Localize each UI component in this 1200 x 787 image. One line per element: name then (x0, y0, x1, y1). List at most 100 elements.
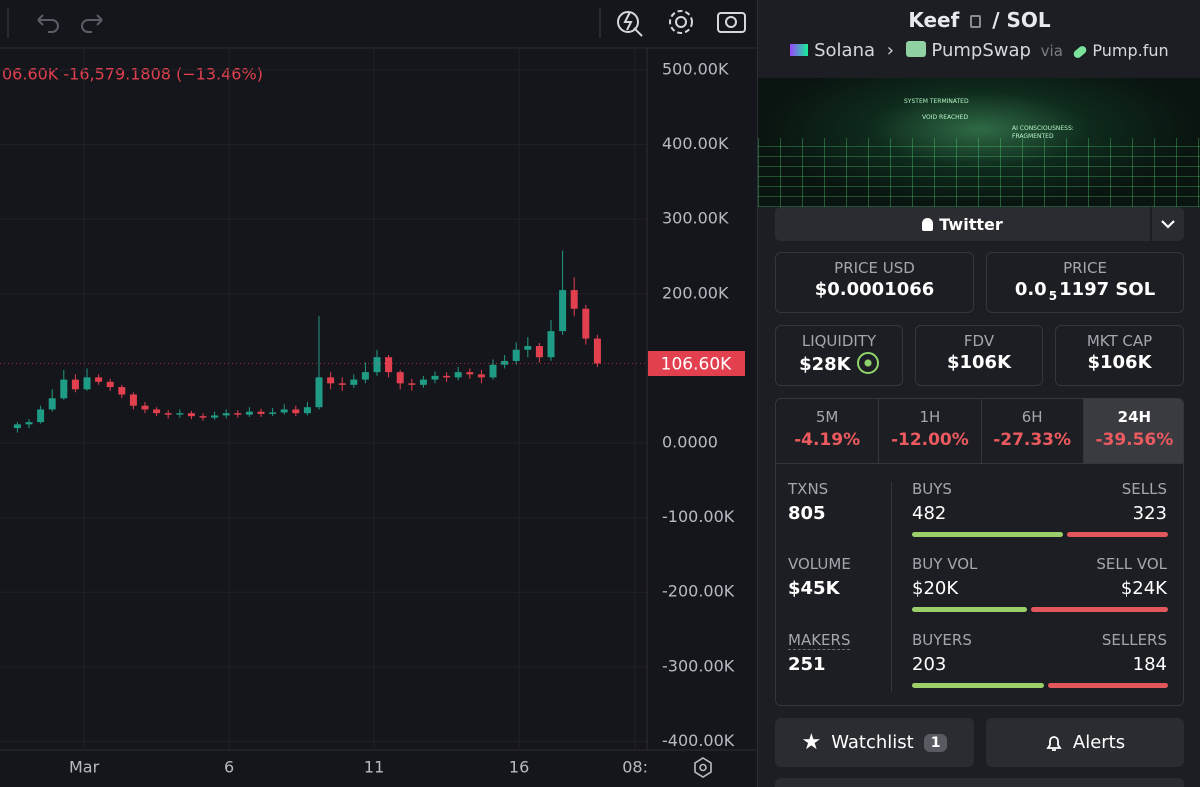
candle-body (25, 422, 33, 425)
stats-divider (891, 482, 892, 692)
metric-label: LIQUIDITY (801, 332, 877, 350)
metric-value: $28K (776, 352, 902, 375)
candle-body (338, 383, 346, 385)
timeframe-tab[interactable]: 6H -27.33% (980, 399, 1083, 463)
breadcrumb: Solana › PumpSwap via Pump.fun (758, 40, 1200, 61)
metric-number: $28K (799, 354, 851, 375)
candle-body (315, 377, 323, 408)
timeframe-tab[interactable]: 24H -39.56% (1082, 399, 1183, 463)
twitter-label: Twitter (939, 214, 1003, 234)
y-tick-label: 400.00K (662, 134, 729, 153)
candle-body (234, 413, 242, 415)
settings-icon[interactable] (675, 16, 687, 28)
toolbar-icons (617, 10, 746, 37)
buy-bar (912, 607, 1027, 612)
timeframe-tab[interactable]: 5M -4.19% (776, 399, 878, 463)
candle-body (83, 377, 91, 390)
indicator-icon-detail (623, 11, 643, 37)
candle-body (48, 398, 56, 410)
token-panel: Keef / SOL Solana › PumpSwap via Pump.fu… (757, 0, 1200, 787)
candle-body (118, 387, 126, 395)
candle-body (245, 411, 253, 415)
chart: 06.60K -16,579.1808 (−13.46%) 500.00K 400… (0, 0, 757, 787)
stat-label: TXNS (788, 480, 829, 498)
timeframe-label: 5M (815, 408, 839, 426)
stat-label: BUY VOL (912, 555, 978, 573)
candle-body (13, 424, 21, 429)
grid (0, 48, 647, 750)
timeframe-change: -39.56% (1095, 430, 1174, 450)
stat-label: VOLUME (788, 555, 851, 573)
candle-body (199, 416, 207, 418)
pair-title: Keef / SOL (758, 8, 1200, 32)
stat-value: $45K (788, 578, 840, 599)
y-tick-label: 500.00K (662, 60, 729, 79)
candle-body (582, 308, 590, 339)
candle-body (501, 360, 509, 365)
candle-body (524, 346, 532, 350)
candle-body (489, 364, 497, 378)
candle-body (303, 407, 311, 414)
indicator-icon[interactable] (617, 11, 639, 33)
undo-icon[interactable] (37, 14, 59, 33)
chart-bg (0, 0, 757, 787)
timeframe-change: -27.33% (993, 430, 1072, 450)
metric-value: $106K (1087, 352, 1152, 373)
screenshot-lens (725, 16, 737, 28)
y-tick-label: -400.00K (662, 731, 735, 750)
price-usd-card: PRICE USD $0.0001066 (775, 252, 974, 313)
sell-bar (1066, 532, 1168, 537)
timeframe-label: 24H (1117, 408, 1152, 426)
stat-label: SELL VOL (1096, 555, 1167, 573)
dex-name[interactable]: PumpSwap (931, 40, 1031, 61)
candle-body (327, 377, 335, 384)
y-tick-label: 0.0000 (662, 433, 718, 452)
candle-body (361, 372, 369, 380)
price-usd-value: $0.0001066 (814, 279, 935, 300)
socials-dropdown[interactable] (1152, 207, 1184, 241)
pair-separator: / (992, 8, 1000, 32)
candle-body (71, 379, 79, 390)
axis-settings-icon[interactable] (694, 757, 712, 778)
candle-body (129, 394, 137, 406)
metric-label: MKT CAP (1086, 332, 1153, 350)
y-tick-label: -200.00K (662, 582, 735, 601)
chain-name[interactable]: Solana (814, 40, 876, 61)
x-tick-label: 11 (364, 758, 384, 777)
candle-body (257, 411, 265, 414)
candle-body (153, 409, 161, 414)
stat-label: SELLS (1121, 480, 1167, 498)
candle-body (477, 374, 485, 378)
dropdown-chevron (1161, 220, 1175, 229)
banner-text: VOID REACHED (922, 114, 969, 121)
candle-body (292, 409, 300, 414)
candle-body (443, 375, 451, 378)
stat-value: 203 (912, 654, 947, 675)
copy-icon[interactable] (970, 15, 982, 28)
price-rest: 1197 SOL (1059, 279, 1156, 300)
candle-body (106, 381, 114, 388)
twitter-button[interactable]: Twitter (775, 207, 1150, 241)
candle-body (141, 405, 149, 410)
watchlist-count: 1 (923, 733, 948, 752)
stat-value: 482 (912, 503, 947, 524)
screenshot-icon[interactable] (717, 12, 746, 33)
timeframe-change: -12.00% (890, 430, 969, 450)
stat-label: BUYS (912, 480, 952, 498)
candle-body (570, 290, 578, 309)
stat-value: 805 (788, 503, 826, 524)
timeframe-tab[interactable]: 1H -12.00% (878, 399, 980, 463)
stat-value: 251 (788, 654, 826, 675)
candle-body (408, 383, 416, 385)
stat-value: 323 (1132, 503, 1167, 524)
launchpad-name[interactable]: Pump.fun (1092, 41, 1169, 60)
candle-body (512, 349, 520, 361)
redo-icon[interactable] (81, 14, 103, 33)
axis-settings-icon-center (699, 763, 707, 772)
watchlist-button[interactable]: ★ Watchlist 1 (775, 718, 974, 767)
quote-symbol: SOL (1006, 8, 1051, 32)
settings-icon-teeth (669, 10, 693, 34)
alerts-button[interactable]: Alerts (986, 718, 1184, 767)
candle-body (431, 375, 439, 380)
stat-label: MAKERS (788, 631, 851, 650)
